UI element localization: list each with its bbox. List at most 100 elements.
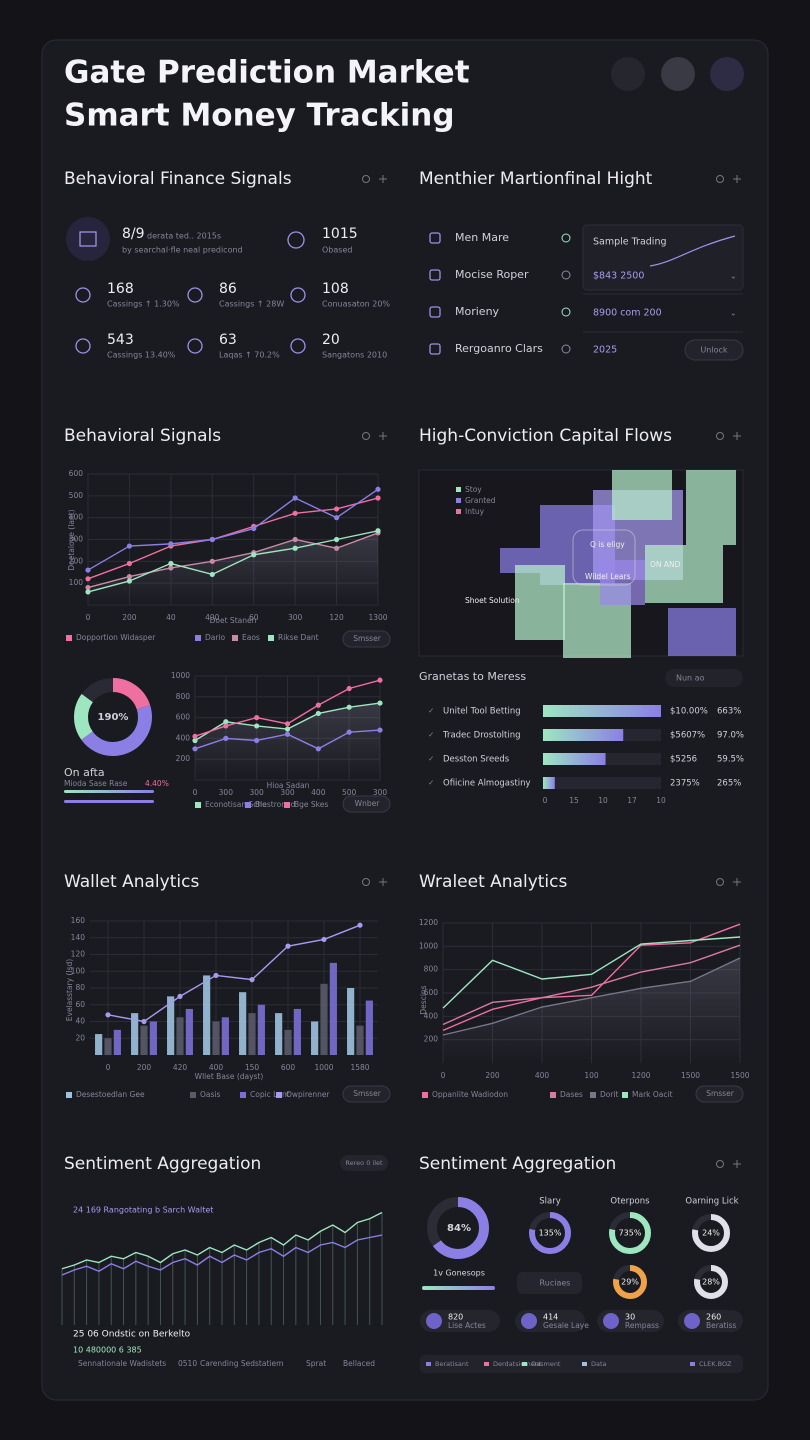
icon-button[interactable]: [710, 57, 744, 91]
button-label[interactable]: Unlock: [700, 346, 727, 355]
legend-swatch: [550, 1092, 556, 1098]
bar: [329, 962, 337, 1055]
radio[interactable]: [561, 344, 571, 354]
radio[interactable]: [561, 270, 571, 280]
point: [357, 922, 363, 928]
pill[interactable]: [340, 1155, 388, 1171]
pill-value: 260: [706, 1313, 721, 1322]
x-tick-label: 10: [656, 796, 666, 805]
legend-label: Dorit: [600, 1090, 619, 1099]
icon: [187, 338, 203, 354]
pill[interactable]: [420, 1310, 500, 1332]
check: ✓: [428, 778, 434, 787]
legend-swatch: [190, 1092, 196, 1098]
x-tick-label: 120: [329, 613, 344, 622]
pill-label[interactable]: Ruciaes: [540, 1279, 571, 1288]
icon-button[interactable]: [362, 432, 370, 440]
point: [105, 1012, 111, 1018]
button[interactable]: [342, 630, 391, 648]
pill-label[interactable]: Rereo 0 ilet: [345, 1159, 383, 1167]
chevron[interactable]: ⌄: [730, 309, 737, 318]
icon-button[interactable]: [379, 432, 387, 440]
point: [251, 525, 257, 532]
section-title: Sentiment Aggregation: [64, 1154, 261, 1174]
icon-button[interactable]: [611, 57, 645, 91]
icon-button[interactable]: [362, 175, 370, 183]
button[interactable]: [342, 1085, 391, 1103]
bar: [293, 1008, 301, 1055]
bar-track: [543, 777, 661, 789]
legend-swatch: [484, 1362, 489, 1366]
legend-swatch: [276, 1092, 282, 1098]
icon-button[interactable]: [362, 878, 370, 886]
avatar[interactable]: [661, 57, 695, 91]
x-tick-label: 60: [249, 613, 259, 622]
legend-label: Carending Sedstatiem: [200, 1359, 283, 1368]
chevron[interactable]: ⌄: [730, 272, 737, 281]
control[interactable]: [665, 669, 743, 687]
donut-segment: [74, 678, 152, 756]
x-tick-label: 0: [441, 1071, 446, 1080]
line: [87, 532, 379, 589]
control-label[interactable]: Nun ao: [676, 674, 705, 683]
x-tick-label: 1500: [681, 1071, 700, 1080]
bar: [365, 1000, 373, 1055]
hero-text: by searchal·fle neal predicond: [122, 246, 243, 255]
point: [85, 567, 91, 573]
x-tick-label: 1580: [350, 1063, 369, 1072]
radio[interactable]: [561, 307, 571, 317]
point: [209, 571, 215, 578]
axis-title: Doetaloge (Iant): [67, 509, 76, 570]
icon-button[interactable]: [716, 1160, 724, 1168]
x-tick-label: 40: [166, 613, 176, 622]
radio[interactable]: [561, 233, 571, 243]
bar: [95, 1034, 103, 1055]
point: [85, 589, 91, 595]
bar: [543, 729, 624, 741]
y-tick-label: 1000: [171, 671, 190, 680]
icon-button[interactable]: [379, 175, 387, 183]
line: [107, 924, 361, 1023]
legend-swatch: [284, 802, 290, 808]
stat-value: 108: [322, 281, 349, 297]
icon-button[interactable]: [716, 878, 724, 886]
icon-button[interactable]: [733, 432, 741, 440]
icon: [429, 232, 441, 244]
flow-label: Wildel Lears: [585, 572, 631, 581]
icon-button[interactable]: [716, 175, 724, 183]
icon-button[interactable]: [733, 1160, 741, 1168]
pill[interactable]: [517, 1272, 582, 1294]
x-tick-label: 500: [342, 788, 357, 797]
button[interactable]: [342, 795, 391, 813]
x-tick-label: 200: [122, 613, 137, 622]
icon-button[interactable]: [733, 878, 741, 886]
x-tick-label: 200: [485, 1071, 500, 1080]
line: [87, 488, 379, 571]
legend-label: Bellaced: [343, 1359, 375, 1368]
x-tick-label: 400: [209, 1063, 224, 1072]
point: [168, 541, 174, 547]
legend-label: Derdatsiement: [493, 1360, 542, 1368]
legend-label: Mioda Sase Rase: [64, 779, 128, 788]
bar: [257, 1004, 265, 1055]
icon-button[interactable]: [733, 175, 741, 183]
button[interactable]: [684, 339, 744, 361]
icon-button[interactable]: [379, 878, 387, 886]
ring-title: Oterpons: [610, 1197, 650, 1207]
button[interactable]: [695, 1085, 744, 1103]
stat-label: Cassings 13.40%: [107, 351, 176, 360]
title: Smart Money Tracking: [64, 98, 455, 134]
point: [126, 574, 133, 580]
legend-swatch: [66, 635, 72, 641]
flow-block: [612, 470, 672, 520]
legend-label: Dopportion Widasper: [76, 633, 156, 642]
section-title: High-Conviction Capital Flows: [419, 426, 672, 446]
point: [192, 737, 198, 744]
legend-label: Eaos: [242, 633, 260, 642]
y-tick-label: 400: [176, 733, 191, 742]
point: [315, 746, 321, 752]
pill-value: 30: [625, 1313, 635, 1322]
legend-value: 4.40%: [145, 779, 169, 788]
icon-button[interactable]: [716, 432, 724, 440]
